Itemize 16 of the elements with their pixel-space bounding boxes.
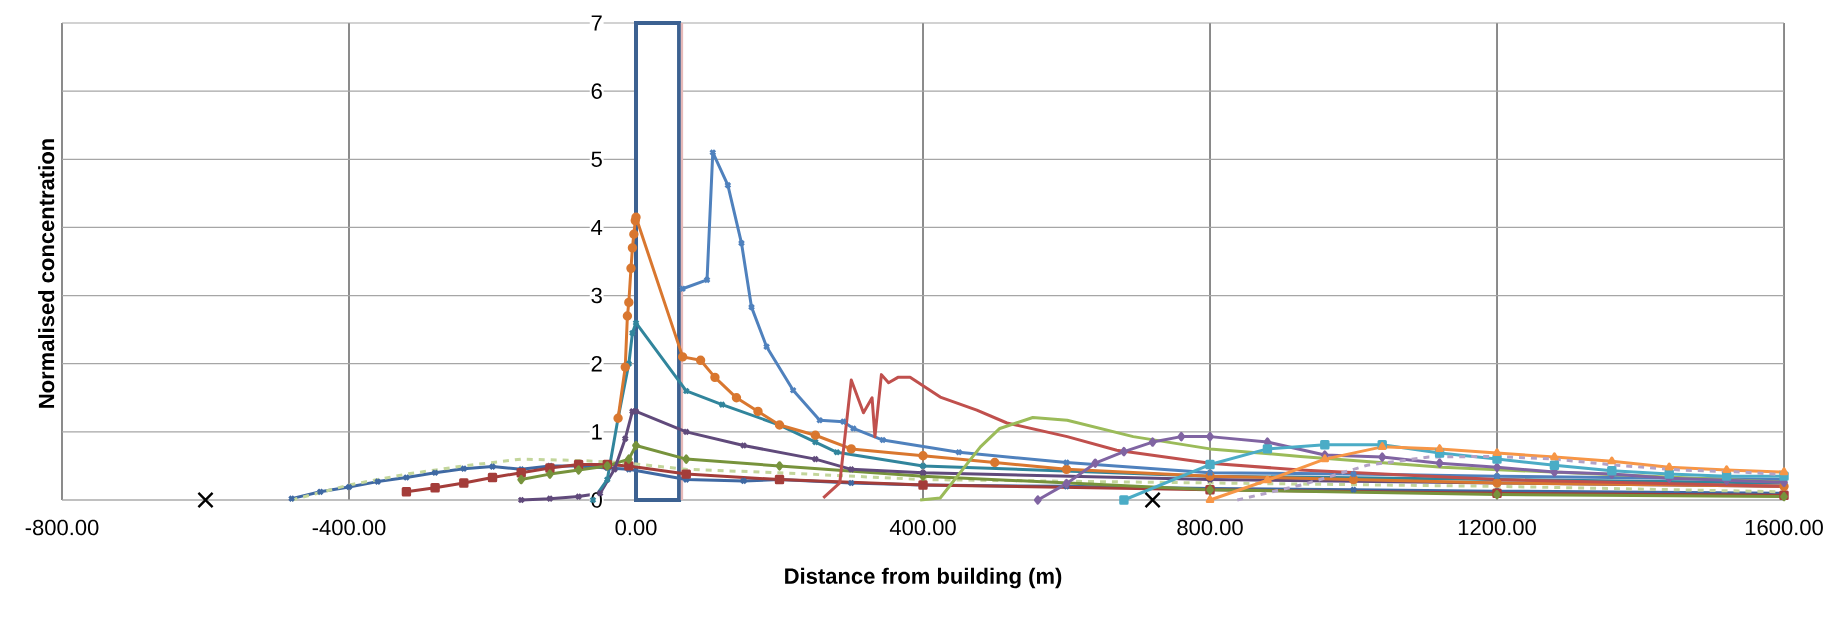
x-tick-label: 800.00	[1177, 519, 1243, 536]
x-tick-label: 0.00	[615, 519, 657, 536]
y-tick-label: 5	[591, 151, 602, 167]
x-axis-title: Distance from building (m)	[785, 567, 1062, 589]
x-tick-label: -800.00	[25, 519, 99, 536]
y-tick-label: 2	[591, 356, 602, 372]
x-tick-label: -400.00	[312, 519, 386, 536]
x-tick-label: 1600.00	[1745, 519, 1823, 536]
x-tick-label: 400.00	[889, 519, 956, 536]
y-axis-title: Normalised concentration	[38, 139, 55, 408]
x-tick-label: 1200.00	[1458, 519, 1536, 536]
y-tick-label: 4	[591, 219, 603, 235]
y-tick-label: 3	[591, 287, 602, 304]
y-tick-label: 1	[592, 424, 602, 440]
y-tick-label: 7	[591, 15, 602, 31]
y-tick-label: 6	[591, 83, 602, 99]
